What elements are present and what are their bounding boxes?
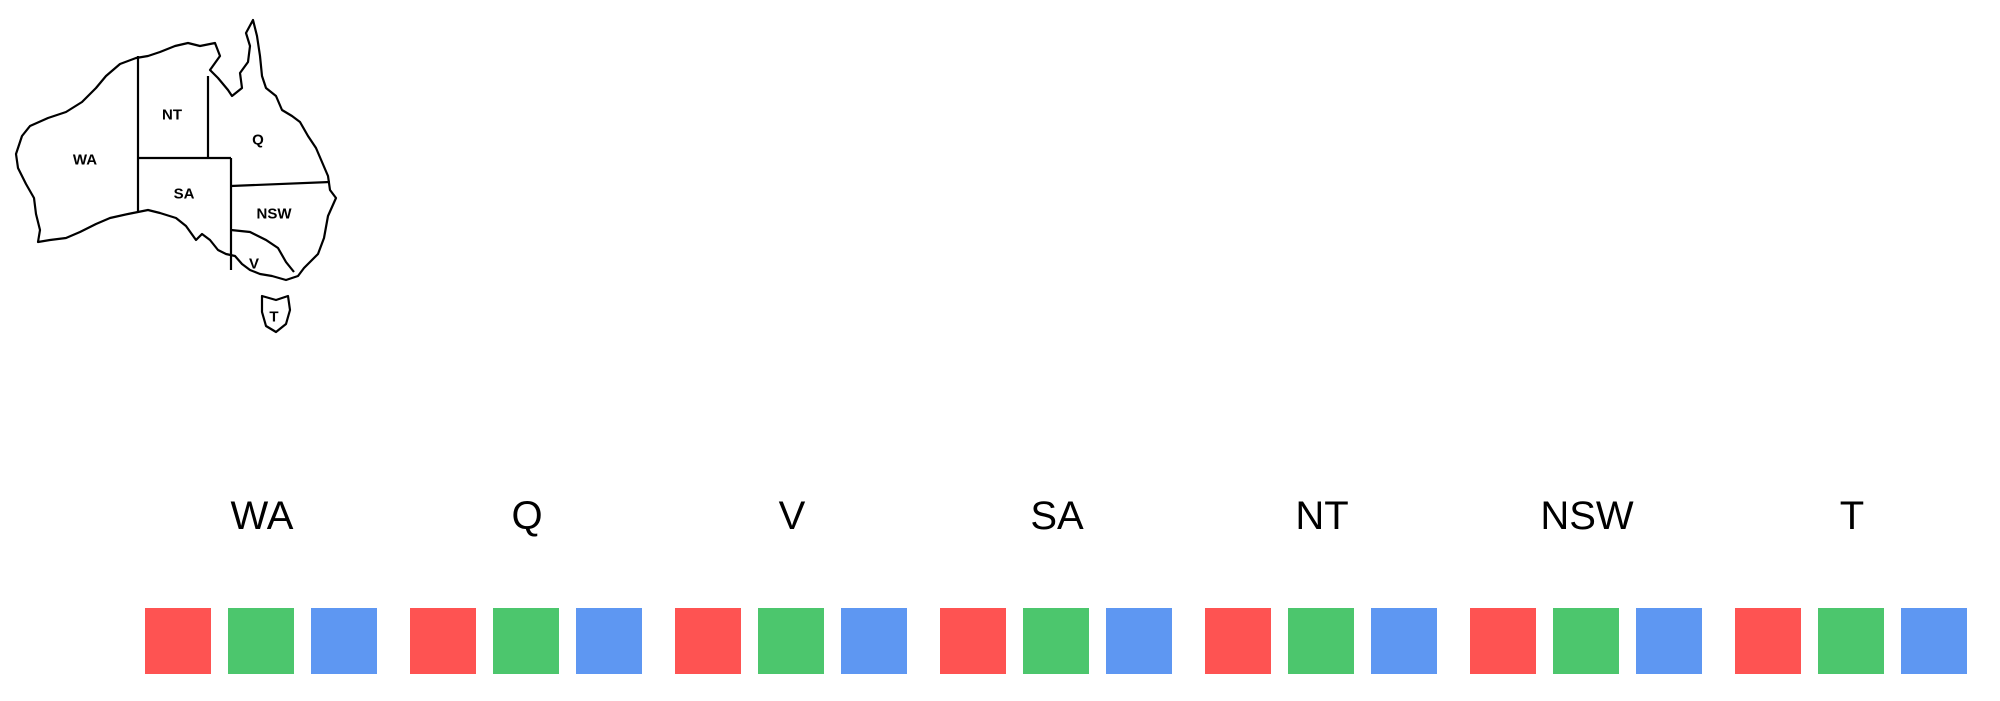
blue-swatch[interactable] — [1636, 608, 1702, 674]
map-label-nt: NT — [162, 107, 182, 124]
red-swatch[interactable] — [410, 608, 476, 674]
red-swatch[interactable] — [1470, 608, 1536, 674]
domain-group-v: V — [675, 490, 909, 690]
border-nsw-v — [230, 228, 295, 273]
tasmania-outline — [260, 294, 292, 334]
red-swatch[interactable] — [1205, 608, 1271, 674]
green-swatch[interactable] — [1288, 608, 1354, 674]
red-swatch[interactable] — [675, 608, 741, 674]
domain-group-wa: WA — [145, 490, 379, 690]
domain-group-nt: NT — [1205, 490, 1439, 690]
red-swatch[interactable] — [1735, 608, 1801, 674]
map-label-q: Q — [252, 132, 264, 149]
green-swatch[interactable] — [1023, 608, 1089, 674]
domain-group-t: T — [1735, 490, 1969, 690]
green-swatch[interactable] — [1818, 608, 1884, 674]
green-swatch[interactable] — [228, 608, 294, 674]
map-label-sa: SA — [174, 186, 195, 203]
border-q-nsw — [230, 180, 331, 188]
domain-label: NSW — [1540, 494, 1634, 538]
blue-swatch[interactable] — [576, 608, 642, 674]
domain-group-nsw: NSW — [1470, 490, 1704, 690]
map-label-wa: WA — [73, 152, 97, 169]
red-swatch[interactable] — [940, 608, 1006, 674]
map-label-nsw: NSW — [257, 206, 293, 223]
domain-label: V — [778, 494, 806, 538]
domain-group-sa: SA — [940, 490, 1174, 690]
mainland-outline — [14, 18, 338, 282]
blue-swatch[interactable] — [1106, 608, 1172, 674]
map-label-t: T — [269, 309, 278, 326]
blue-swatch[interactable] — [1371, 608, 1437, 674]
australia-map: WA NT Q SA NSW V T — [14, 18, 338, 334]
domain-group-q: Q — [410, 490, 644, 690]
green-swatch[interactable] — [493, 608, 559, 674]
domain-label: SA — [1030, 494, 1084, 538]
domain-label: NT — [1295, 494, 1349, 538]
green-swatch[interactable] — [1553, 608, 1619, 674]
blue-swatch[interactable] — [841, 608, 907, 674]
domain-label: WA — [230, 494, 294, 538]
map-label-v: V — [249, 256, 259, 273]
red-swatch[interactable] — [145, 608, 211, 674]
domain-label: Q — [511, 494, 543, 538]
blue-swatch[interactable] — [311, 608, 377, 674]
domain-label: T — [1839, 494, 1865, 538]
blue-swatch[interactable] — [1901, 608, 1967, 674]
green-swatch[interactable] — [758, 608, 824, 674]
